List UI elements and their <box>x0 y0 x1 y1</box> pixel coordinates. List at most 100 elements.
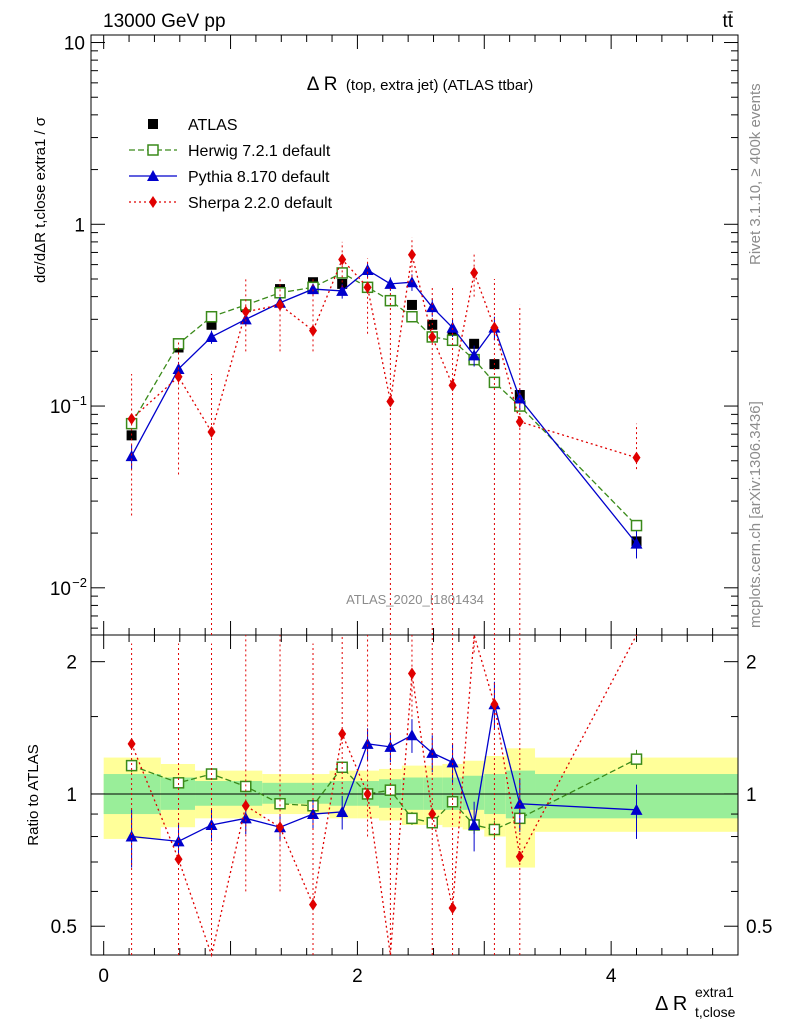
sherpa-ratio-point <box>276 821 285 834</box>
sherpa-point <box>470 266 479 279</box>
legend-marker <box>147 170 159 181</box>
y-tick-exponent: −2 <box>72 575 87 590</box>
herwig-ratio-point <box>240 780 252 793</box>
herwig-point <box>630 519 643 532</box>
x-tick-label: 0 <box>98 966 109 987</box>
ratio-band-green <box>505 770 536 819</box>
x-tick-label: 4 <box>606 966 617 987</box>
ylabel-top-text: dσ/dΔR t,close extra1 / σ <box>32 116 49 283</box>
herwig-ratio-point <box>172 777 185 789</box>
series-atlas <box>126 277 642 547</box>
pythia-ratio-point <box>405 729 418 741</box>
pythia-point <box>384 277 397 289</box>
sherpa-ratio-point <box>428 808 437 821</box>
herwig-ratio-line <box>131 758 637 831</box>
pythia-ratio-point <box>468 818 481 830</box>
series-herwig <box>125 267 643 839</box>
sherpa-ratio-point <box>127 737 136 750</box>
pythia-point <box>307 283 320 295</box>
pythia-ratio-point <box>446 756 459 768</box>
sherpa-point <box>338 253 347 266</box>
ratio-bands <box>103 748 738 868</box>
y-tick-exponent: −1 <box>72 393 87 408</box>
axes-frames <box>90 34 739 956</box>
pythia-line <box>131 269 638 545</box>
ratio-band-green <box>195 781 263 806</box>
xlabel-main: Δ R <box>655 993 687 1015</box>
sherpa-point <box>241 305 250 318</box>
ylabel-ratio: Ratio to ATLAS <box>25 744 42 845</box>
sherpa-point <box>448 379 457 392</box>
sherpa-ratio-point <box>174 853 183 866</box>
pythia-ratio-point <box>125 830 138 842</box>
sherpa-ratio-point <box>515 850 524 863</box>
sherpa-point <box>428 330 437 343</box>
atlas-point <box>469 338 480 349</box>
sherpa-ratio-point <box>407 667 416 680</box>
plot-title: Δ R (top, extra jet) (ATLAS ttbar) <box>307 74 533 95</box>
plot-title-detail: (top, extra jet) (ATLAS ttbar) <box>346 77 533 94</box>
sherpa-point <box>276 298 285 311</box>
pythia-ratio-point <box>336 805 349 817</box>
sherpa-point <box>363 281 372 294</box>
herwig-point <box>488 376 501 389</box>
ratio-band-green <box>462 775 485 810</box>
ylabel-top: dσ/dΔR t,close extra1 / σ <box>32 116 49 283</box>
ratio-tick-label-right: 1 <box>746 785 757 806</box>
legend-label: Sherpa 2.2.0 default <box>188 195 333 212</box>
sherpa-point <box>127 412 136 425</box>
sherpa-ratio-point <box>309 898 318 911</box>
sherpa-point <box>309 324 318 337</box>
ratio-tick-label: 0.5 <box>51 917 77 938</box>
xlabel-sub: t,close <box>695 1004 736 1020</box>
herwig-ratio-point <box>406 812 418 825</box>
sherpa-ratio-point <box>490 698 499 711</box>
pythia-ratio-point <box>172 835 185 847</box>
sherpa-ratio-point <box>241 799 250 812</box>
y-tick-label: 1 <box>74 215 85 236</box>
pythia-ratio-line <box>131 704 637 843</box>
x-tick-label: 2 <box>352 966 363 987</box>
herwig-line <box>131 272 637 527</box>
pythia-point <box>468 349 481 361</box>
analysis-id: ATLAS_2020_I1801434 <box>346 592 484 607</box>
herwig-ratio-point <box>384 784 397 796</box>
herwig-ratio-point <box>125 759 138 772</box>
ratio-tick-label: 2 <box>66 653 77 674</box>
pythia-point <box>426 301 439 313</box>
pythia-point <box>446 321 459 333</box>
process-label: tt̄ <box>722 11 733 32</box>
pythia-point <box>125 450 138 462</box>
legend-label: ATLAS <box>188 117 238 134</box>
series-sherpa <box>127 237 641 958</box>
pythia-point <box>336 284 349 296</box>
ratio-panel-frame <box>90 634 739 956</box>
pythia-ratio-point <box>239 812 252 824</box>
herwig-point <box>205 310 218 323</box>
series-layer <box>125 237 643 958</box>
atlas-point <box>206 319 217 330</box>
sherpa-ratio-line <box>130 634 638 958</box>
herwig-ratio-point <box>274 797 286 810</box>
xlabel-sup: extra1 <box>695 984 734 1000</box>
sherpa-ratio-point <box>338 727 347 740</box>
sherpa-point <box>174 370 183 383</box>
legend-marker <box>147 144 159 156</box>
rivet-annotation: Rivet 3.1.10, ≥ 400k events <box>747 83 764 265</box>
sherpa-point <box>207 425 216 438</box>
energy-label: 13000 GeV pp <box>103 11 226 32</box>
herwig-ratio-point <box>630 753 643 765</box>
y-tick-label: 10 <box>64 34 85 55</box>
ratio-tick-label-right: 0.5 <box>746 917 772 938</box>
legend-label: Herwig 7.2.1 default <box>188 143 331 160</box>
pythia-ratio-point <box>630 803 643 815</box>
sherpa-ratio-point <box>448 902 457 915</box>
pythia-ratio-point <box>361 737 374 749</box>
mcplots-annotation: mcplots.cern.ch [arXiv:1306.3436] <box>747 401 764 628</box>
sherpa-point <box>386 395 395 408</box>
sherpa-point <box>515 415 524 428</box>
pythia-point <box>205 330 218 342</box>
pythia-point <box>361 264 374 276</box>
